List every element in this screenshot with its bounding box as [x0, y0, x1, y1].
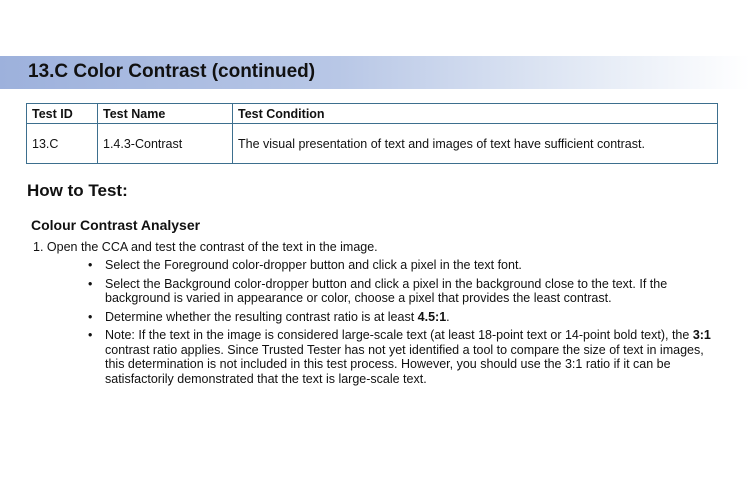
- step-1: 1. Open the CCA and test the contrast of…: [33, 240, 378, 254]
- test-table: Test ID Test Name Test Condition 13.C 1.…: [26, 103, 718, 164]
- list-item: Select the Foreground color-dropper butt…: [88, 258, 713, 273]
- header-test-condition: Test Condition: [232, 103, 718, 124]
- ratio-bold: 3:1: [692, 328, 711, 342]
- how-to-test-heading: How to Test:: [27, 181, 128, 200]
- list-item: Select the Background color-dropper butt…: [88, 277, 713, 306]
- instruction-list: Select the Foreground color-dropper butt…: [88, 258, 713, 390]
- header-test-id: Test ID: [26, 103, 98, 124]
- text: Determine whether the resulting contrast…: [105, 309, 418, 324]
- ratio-bold: 4.5:1: [417, 309, 447, 324]
- table-row: 13.C 1.4.3-Contrast The visual presentat…: [26, 123, 718, 164]
- tool-heading: Colour Contrast Analyser: [31, 217, 201, 233]
- list-item: Note: If the text in the image is consid…: [88, 328, 713, 386]
- list-item: Determine whether the resulting contrast…: [88, 310, 713, 325]
- cell-test-condition: The visual presentation of text and imag…: [232, 123, 718, 164]
- slide-title: 13.C Color Contrast (continued): [28, 61, 316, 82]
- cell-test-id: 13.C: [26, 123, 98, 164]
- title-bar: 13.C Color Contrast (continued): [0, 56, 750, 89]
- cell-test-name: 1.4.3-Contrast: [97, 123, 233, 164]
- text: .: [446, 309, 450, 324]
- text: contrast ratio applies. Since Trusted Te…: [105, 342, 704, 386]
- header-test-name: Test Name: [97, 103, 233, 124]
- table-header-row: Test ID Test Name Test Condition: [26, 103, 718, 124]
- text: Note: If the text in the image is consid…: [105, 328, 693, 342]
